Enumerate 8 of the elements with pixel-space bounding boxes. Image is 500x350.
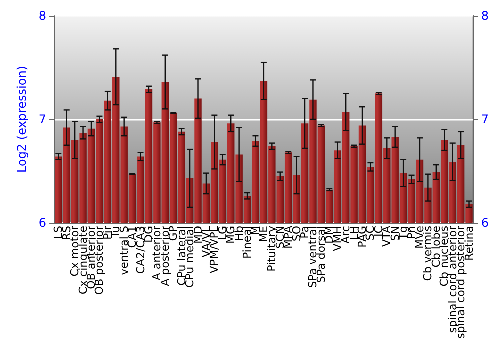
y-axis-title: Log2 (expression) [15, 66, 29, 174]
y2-tick-label: 6 [481, 216, 490, 230]
y-tick-label: 6 [38, 216, 47, 230]
y-tick-label: 7 [38, 112, 47, 127]
y2-tick-label: 8 [481, 9, 490, 23]
y2-tick-label: 7 [481, 112, 490, 127]
y-tick-label: 8 [38, 9, 47, 23]
x-tick-label: Pituitary [266, 226, 279, 272]
